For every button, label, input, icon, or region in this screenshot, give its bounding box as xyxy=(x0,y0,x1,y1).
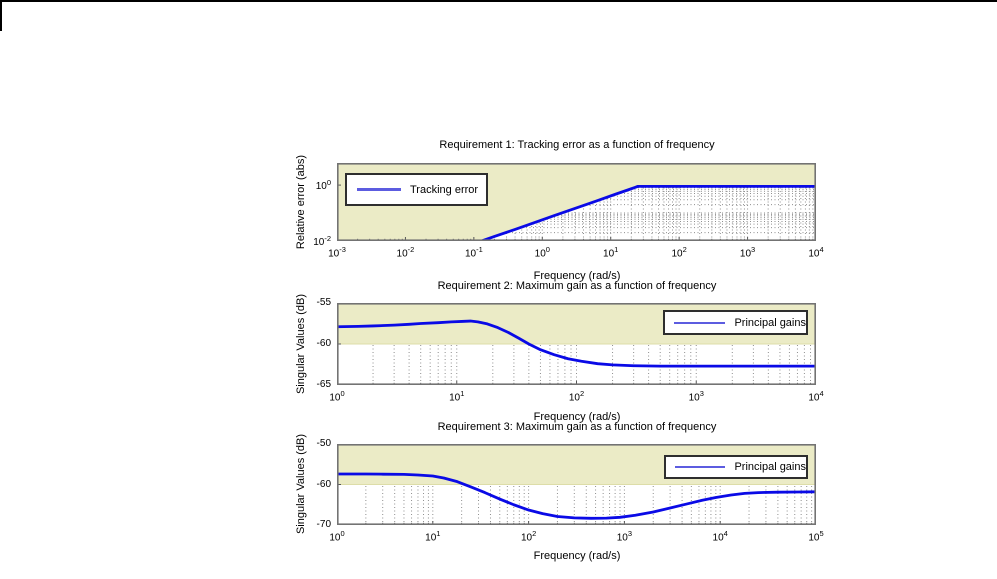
legend-label: Tracking error xyxy=(410,183,479,196)
plot1-legend[interactable]: Tracking error xyxy=(345,173,488,206)
plot3-y-axis-label: Singular Values (dB) xyxy=(295,433,307,535)
x-tick-label: 104 xyxy=(808,389,824,404)
plot1-canvas[interactable] xyxy=(337,163,816,241)
x-tick-label: 102 xyxy=(568,389,585,404)
y-tick-label: 10-2 xyxy=(313,233,331,249)
plot3-x-axis-label: Frequency (rad/s) xyxy=(533,550,621,562)
plot3-legend[interactable]: Principal gains xyxy=(664,455,808,479)
x-tick-label: 101 xyxy=(425,529,441,544)
y-tick-label: 100 xyxy=(315,177,331,193)
x-tick-label: 103 xyxy=(688,389,704,404)
x-tick-label: 10-3 xyxy=(328,245,346,260)
legend-label: Principal gains xyxy=(734,316,806,329)
x-tick-label: 101 xyxy=(603,245,619,260)
x-tick-label: 10-2 xyxy=(396,245,415,260)
x-tick-label: 104 xyxy=(808,245,824,260)
x-tick-label: 100 xyxy=(534,245,550,260)
plot3-title: Requirement 3: Maximum gain as a functio… xyxy=(437,421,717,433)
y-tick-label: -60 xyxy=(316,478,331,490)
x-tick-label: 100 xyxy=(329,529,345,544)
window-frame-top-edge xyxy=(0,0,997,2)
plot1-x-axis-label: Frequency (rad/s) xyxy=(533,270,621,282)
x-tick-label: 104 xyxy=(712,529,728,544)
plot1-title: Requirement 1: Tracking error as a funct… xyxy=(439,139,715,151)
x-tick-label: 101 xyxy=(449,389,465,404)
legend-line-sample xyxy=(357,188,401,191)
y-tick-label: -50 xyxy=(316,438,331,449)
x-tick-label: 103 xyxy=(739,245,756,260)
x-tick-label: 102 xyxy=(671,245,687,260)
y-tick-label: -55 xyxy=(316,297,331,308)
window-frame-left-edge xyxy=(0,0,2,31)
y-tick-label: -70 xyxy=(316,519,331,530)
legend-line-sample xyxy=(675,466,726,468)
plot2-y-axis-label: Singular Values (dB) xyxy=(295,293,307,395)
x-tick-label: 10-1 xyxy=(464,245,483,260)
plot2-legend[interactable]: Principal gains xyxy=(663,310,808,335)
x-tick-label: 105 xyxy=(808,529,824,544)
plot2-x-axis-label: Frequency (rad/s) xyxy=(533,411,621,423)
y-tick-label: -60 xyxy=(316,338,331,349)
plot2-title: Requirement 2: Maximum gain as a functio… xyxy=(437,280,717,292)
x-tick-label: 103 xyxy=(616,529,633,544)
y-tick-label: -65 xyxy=(316,379,331,390)
legend-line-sample xyxy=(674,321,726,324)
plot1-y-axis-label: Relative error (abs) xyxy=(295,154,307,250)
x-tick-label: 100 xyxy=(329,389,345,404)
legend-label: Principal gains xyxy=(734,461,806,473)
x-tick-label: 102 xyxy=(520,529,537,544)
